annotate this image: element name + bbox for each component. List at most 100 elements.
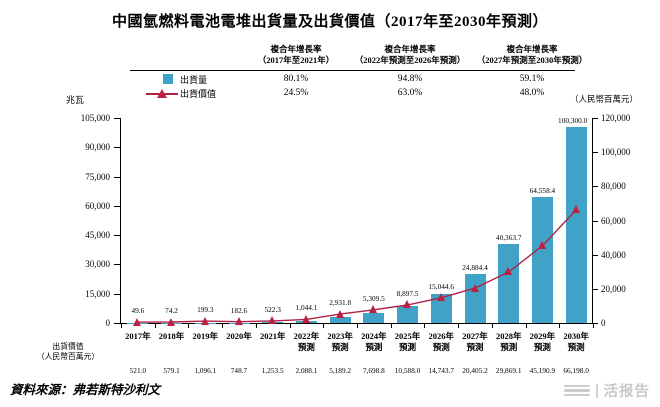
cagr-column-2017-2021: 複合年增長率 （2017年至2021年） 80.1% 24.5%	[204, 44, 388, 100]
x-axis-tickmark	[458, 323, 460, 328]
cagr-value-value: 48.0%	[519, 88, 545, 98]
x-category-label: 2030年 預測	[559, 331, 593, 353]
right-tickmark	[592, 186, 598, 188]
cagr-column-2022-2026: 複合年增長率 （2022年預測至2026年預測） 94.8% 63.0%	[318, 44, 502, 100]
left-tickmark	[114, 205, 120, 207]
left-tick-label: 90,000	[85, 142, 110, 153]
plot-area: 49.6 74.2 199.3 182.6 522.3 1,044.1 2,931.8 5,3…	[121, 116, 594, 328]
x-axis-tickmark	[289, 323, 291, 328]
left-tickmark	[114, 235, 120, 237]
legend-item-value: 出貨價值	[146, 86, 261, 100]
cagr-period: （2022年預測至2026年預測）	[354, 55, 466, 65]
shipment-bar	[430, 293, 452, 323]
shipment-bar	[397, 305, 419, 323]
x-axis-tickmark	[222, 323, 224, 328]
cagr-period: （2017年至2021年）	[257, 55, 335, 65]
x-category-label: 2018年	[158, 331, 185, 341]
value-row-cell: 748.7	[230, 366, 248, 375]
shipment-value-label: 100,300.0	[558, 116, 588, 126]
left-tickmark	[114, 147, 120, 149]
x-category-label: 2020年	[226, 331, 252, 341]
forecast-tag: 預測	[567, 342, 585, 352]
shipment-bar	[329, 317, 351, 323]
right-tick-label: 0	[601, 318, 606, 328]
cagr-column-2027-2030: 複合年增長率 （2027年預測至2030年預測） 59.1% 48.0%	[440, 44, 624, 100]
x-axis-tickmark	[188, 323, 190, 328]
legend-item-shipment: 出貨量	[146, 72, 261, 86]
left-tick-label: 75,000	[85, 171, 110, 182]
right-axis-ticks: 0 20,000 40,000 60,000 80,000 100,000 120,000	[601, 0, 659, 407]
left-tick-label: 30,000	[85, 259, 110, 270]
forecast-tag: 預測	[466, 342, 484, 352]
left-tick-label: 0	[105, 318, 111, 328]
left-axis-unit: 兆瓦	[66, 95, 85, 105]
legend-value-label: 出貨價值	[180, 88, 217, 99]
value-row-cell: 10,588.0	[394, 366, 421, 375]
legend-shipment-label: 出貨量	[180, 74, 208, 85]
right-tickmark	[592, 288, 598, 290]
x-category-label: 2028年 預測	[492, 331, 526, 353]
value-row-cell: 20,405.2	[462, 366, 488, 375]
shipment-value-label: 24,884.4	[462, 263, 488, 273]
cagr-label: 複合年增長率	[270, 44, 322, 54]
right-tickmark	[592, 152, 598, 154]
x-axis-tickmark	[357, 323, 358, 328]
value-row-cell: 66,198.0	[563, 366, 589, 375]
shipment-bar	[565, 127, 587, 323]
x-category-label: 2021年	[259, 331, 286, 341]
shipment-value-label: 49.6	[131, 306, 145, 316]
forecast-tag: 預測	[533, 342, 551, 352]
left-axis-ticks: 0 15,000 30,000 45,000 60,000 75,000 90,000 105…	[30, 0, 110, 407]
right-tick-label: 60,000	[601, 215, 626, 226]
left-tick-label: 105,000	[80, 113, 110, 123]
chart-legend: 出貨量 出貨價值	[146, 72, 261, 100]
shipment-value-label: 5,309.5	[362, 293, 385, 303]
source-note: 資料來源：弗若斯特沙利文	[10, 383, 161, 397]
x-category-label: 2024年 預測	[357, 331, 391, 353]
watermark-separator	[596, 383, 598, 398]
value-point-marker	[133, 317, 142, 326]
forecast-tag: 預測	[399, 342, 417, 352]
shipment-value-label: 1,044.1	[295, 303, 318, 313]
x-category-label: 2029年 預測	[526, 331, 560, 353]
left-tickmark	[114, 264, 120, 266]
x-category-label: 2026年 預測	[424, 331, 458, 353]
x-axis-tickmark	[255, 323, 257, 328]
right-tickmark	[592, 323, 598, 324]
header-divider	[130, 70, 575, 71]
value-row-cell: 29,869.1	[495, 366, 522, 375]
x-axis-line	[120, 323, 593, 324]
shipment-value-label: 199.3	[197, 305, 214, 315]
x-axis-tickmark	[154, 323, 156, 328]
cagr-value-value: 24.5%	[283, 88, 309, 98]
triangle-marker-icon	[157, 88, 167, 98]
value-row-label: 出貨價值 （人民幣百萬元）	[36, 342, 100, 361]
value-row-cell: 7,698.8	[362, 366, 385, 375]
cagr-value-value: 63.0%	[397, 88, 423, 98]
right-tickmark	[592, 118, 598, 119]
right-tick-label: 100,000	[601, 147, 631, 158]
forecast-tag: 預測	[297, 342, 315, 352]
cagr-shipment-value: 59.1%	[519, 74, 545, 84]
value-row-cell: 14,743.7	[428, 366, 455, 375]
watermark: 活报告	[564, 380, 650, 401]
right-tick-label: 20,000	[601, 283, 626, 294]
value-row-cell: 579.1	[163, 366, 180, 375]
value-line-swatch-icon	[146, 88, 178, 98]
value-line-series	[137, 209, 577, 323]
x-axis-tickmark	[525, 323, 527, 328]
shipment-bar-swatch-icon	[163, 74, 173, 84]
cagr-label: 複合年增長率	[506, 44, 558, 54]
chart-title: 中國氫燃料電池電堆出貨量及出貨價值（2017年至2030年預測）	[111, 14, 548, 30]
x-axis-tickmark	[424, 323, 426, 328]
shipment-value-label: 40,363.7	[495, 233, 522, 243]
cagr-shipment-value: 80.1%	[283, 74, 309, 84]
shipment-value-label: 74.2	[165, 306, 178, 315]
x-axis-tickmark	[491, 323, 493, 328]
shipment-bar	[363, 312, 385, 323]
x-axis-tickmark	[121, 323, 122, 328]
forecast-tag: 預測	[331, 342, 349, 352]
forecast-tag: 預測	[432, 342, 450, 352]
shipment-value-label: 2,931.8	[329, 298, 352, 308]
